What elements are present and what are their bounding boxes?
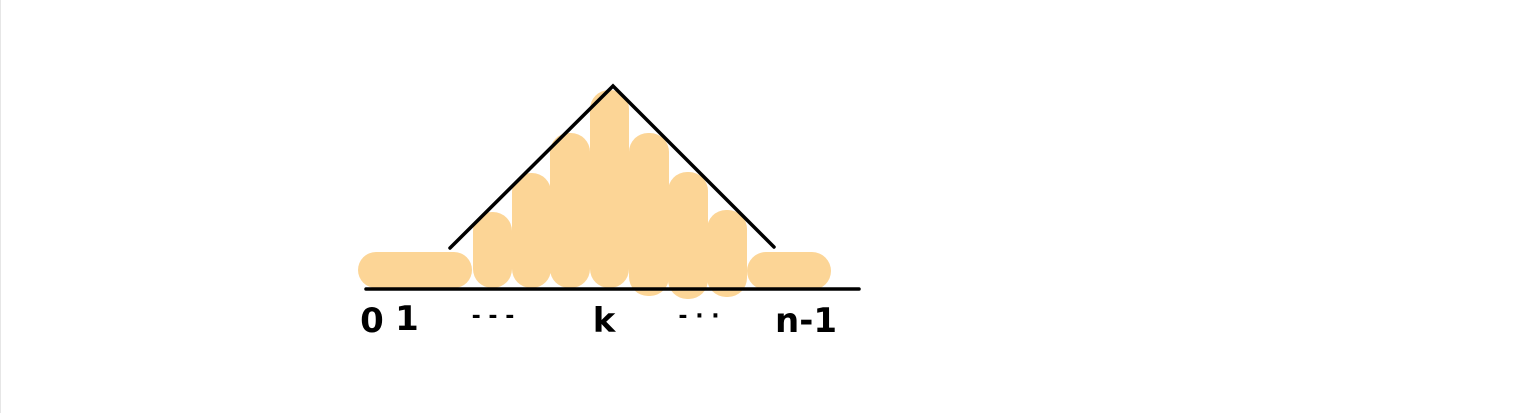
page-left-border [0,0,1,413]
label-dots-left: - - - [471,304,515,329]
label-one: 1 [395,299,419,339]
bar-6 [629,133,669,296]
bar-7 [668,172,708,299]
label-n-minus-1: n-1 [775,301,837,341]
bars-group [358,90,831,299]
bar-0-1 [358,252,472,288]
pyramid-outline [448,83,776,250]
label-zero: 0 [360,301,384,341]
bar-k [590,90,629,288]
bar-4 [550,133,590,288]
bar-2 [473,212,512,288]
bar-n-1 [747,252,831,290]
bar-3 [512,173,551,288]
bar-8 [707,210,747,297]
label-k: k [592,301,616,341]
label-dots-right: - · · [678,304,720,329]
